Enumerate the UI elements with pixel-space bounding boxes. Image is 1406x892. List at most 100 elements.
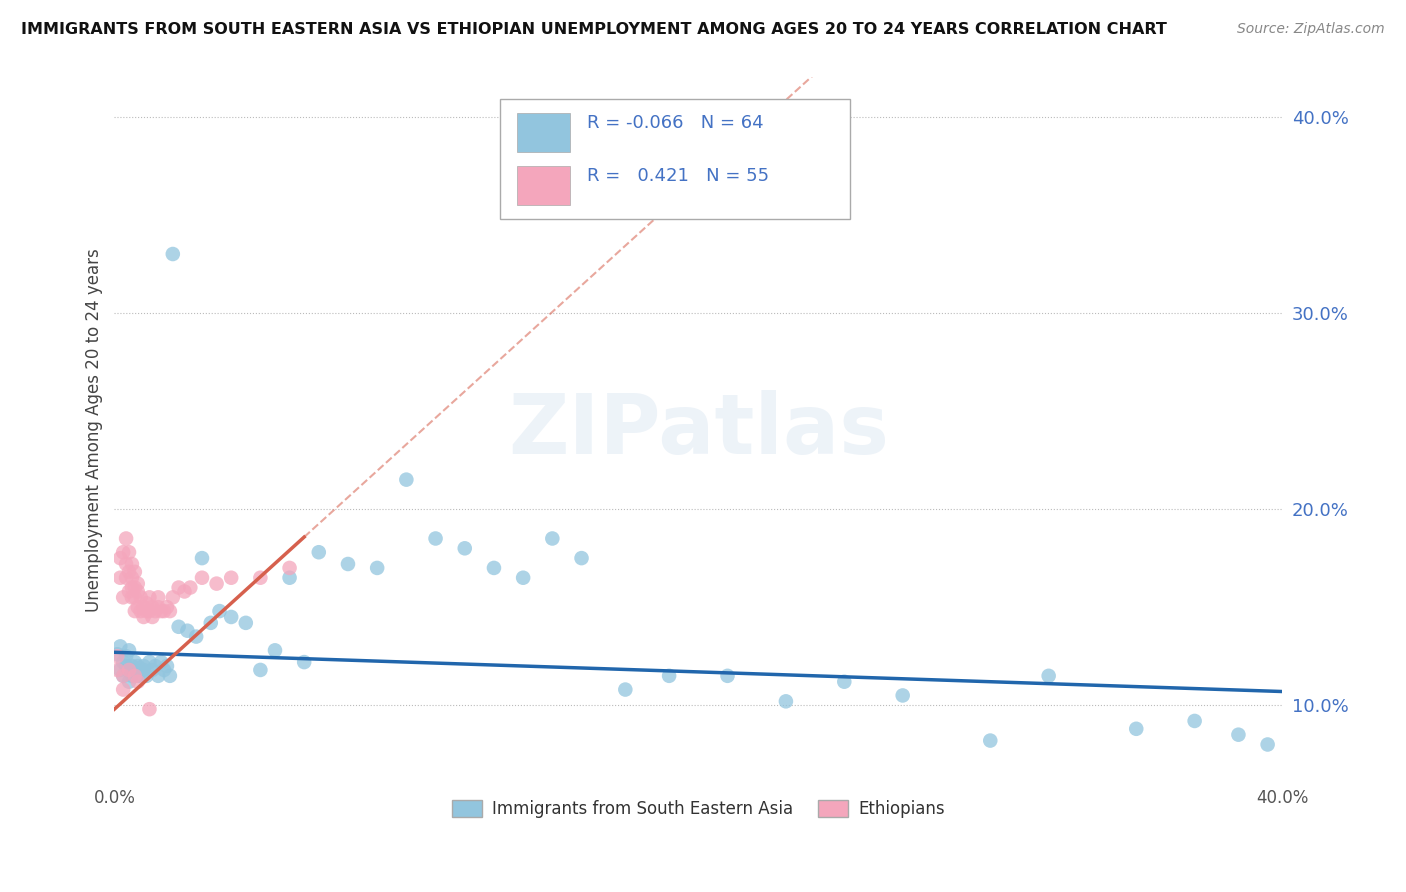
Point	[115, 557, 138, 571]
Point	[112, 682, 135, 697]
Point	[112, 591, 135, 605]
Point	[132, 659, 155, 673]
Point	[162, 247, 184, 261]
Point	[127, 674, 149, 689]
FancyBboxPatch shape	[499, 99, 851, 219]
Point	[138, 702, 160, 716]
Point	[138, 655, 160, 669]
Point	[124, 655, 146, 669]
Point	[115, 659, 138, 673]
Point	[135, 596, 157, 610]
Point	[118, 663, 141, 677]
Point	[292, 655, 315, 669]
Point	[482, 561, 505, 575]
Text: Source: ZipAtlas.com: Source: ZipAtlas.com	[1237, 22, 1385, 37]
Text: R = -0.066   N = 64: R = -0.066 N = 64	[588, 114, 763, 132]
Point	[112, 669, 135, 683]
Point	[105, 647, 128, 661]
Point	[167, 581, 190, 595]
Text: R =   0.421   N = 55: R = 0.421 N = 55	[588, 167, 769, 186]
Point	[110, 663, 132, 677]
Point	[200, 615, 222, 630]
Text: IMMIGRANTS FROM SOUTH EASTERN ASIA VS ETHIOPIAN UNEMPLOYMENT AMONG AGES 20 TO 24: IMMIGRANTS FROM SOUTH EASTERN ASIA VS ET…	[21, 22, 1167, 37]
Legend: Immigrants from South Eastern Asia, Ethiopians: Immigrants from South Eastern Asia, Ethi…	[446, 793, 952, 825]
Point	[135, 669, 157, 683]
Point	[121, 571, 143, 585]
Point	[129, 591, 152, 605]
Point	[571, 551, 593, 566]
Point	[278, 571, 301, 585]
Point	[249, 571, 271, 585]
Point	[159, 669, 181, 683]
Point	[775, 694, 797, 708]
Point	[235, 615, 257, 630]
Point	[129, 604, 152, 618]
Point	[112, 655, 135, 669]
Point	[127, 600, 149, 615]
Point	[150, 655, 173, 669]
Point	[512, 571, 534, 585]
Point	[127, 659, 149, 673]
Point	[135, 604, 157, 618]
Point	[127, 584, 149, 599]
Point	[124, 565, 146, 579]
Point	[308, 545, 330, 559]
Point	[162, 591, 184, 605]
Point	[658, 669, 681, 683]
Point	[115, 649, 138, 664]
Point	[118, 674, 141, 689]
Point	[425, 532, 447, 546]
Bar	[517, 166, 569, 204]
Point	[1227, 728, 1250, 742]
Point	[118, 663, 141, 677]
Point	[191, 571, 214, 585]
Point	[124, 581, 146, 595]
Point	[278, 561, 301, 575]
Point	[141, 600, 163, 615]
Point	[173, 584, 195, 599]
Point	[156, 600, 179, 615]
Point	[118, 545, 141, 559]
Bar	[517, 112, 569, 152]
Point	[249, 663, 271, 677]
Point	[1257, 738, 1279, 752]
Point	[148, 669, 170, 683]
Point	[191, 551, 214, 566]
Point	[219, 610, 242, 624]
Point	[153, 604, 176, 618]
Point	[118, 643, 141, 657]
Point	[208, 604, 231, 618]
Point	[454, 541, 477, 556]
Point	[541, 532, 564, 546]
Point	[121, 591, 143, 605]
Point	[167, 620, 190, 634]
Y-axis label: Unemployment Among Ages 20 to 24 years: Unemployment Among Ages 20 to 24 years	[86, 249, 103, 613]
Point	[366, 561, 388, 575]
Point	[832, 674, 855, 689]
Point	[115, 571, 138, 585]
Point	[129, 663, 152, 677]
Point	[1125, 722, 1147, 736]
Point	[132, 663, 155, 677]
Text: ZIPatlas: ZIPatlas	[508, 390, 889, 471]
Point	[105, 663, 128, 677]
Point	[159, 604, 181, 618]
Point	[121, 659, 143, 673]
Point	[205, 576, 228, 591]
Point	[176, 624, 198, 638]
Point	[112, 669, 135, 683]
Point	[179, 581, 201, 595]
Point	[156, 659, 179, 673]
Point	[153, 663, 176, 677]
Point	[124, 604, 146, 618]
Point	[129, 669, 152, 683]
Point	[395, 473, 418, 487]
Point	[186, 630, 208, 644]
Point	[336, 557, 359, 571]
Point	[219, 571, 242, 585]
Point	[143, 659, 166, 673]
Point	[614, 682, 637, 697]
Point	[121, 581, 143, 595]
Point	[132, 600, 155, 615]
Point	[121, 669, 143, 683]
